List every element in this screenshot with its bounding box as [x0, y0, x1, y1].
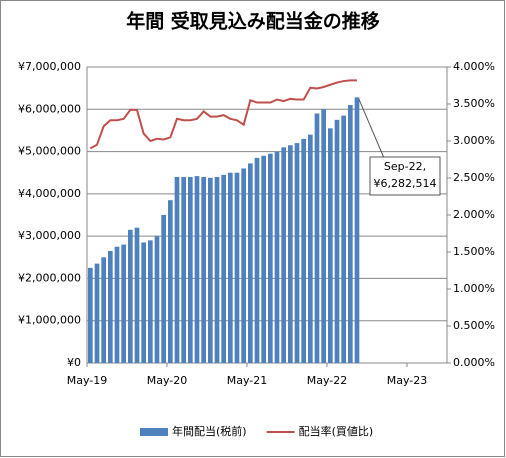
- y2-tick-label: 0.000%: [453, 356, 495, 369]
- y2-tick-label: 2.000%: [453, 208, 495, 221]
- annotation-leader: [358, 99, 385, 159]
- x-tick-label: May-23: [387, 374, 428, 387]
- bar: [161, 215, 166, 363]
- bar: [248, 163, 253, 363]
- x-tick-label: May-21: [227, 374, 268, 387]
- bar: [281, 147, 286, 363]
- bar: [321, 109, 326, 364]
- y-tick-label: ¥0: [67, 356, 81, 369]
- x-tick-label: May-22: [307, 374, 348, 387]
- bar: [94, 263, 100, 363]
- bar: [114, 246, 120, 363]
- bar: [154, 236, 160, 363]
- legend-swatch: [140, 428, 168, 436]
- bar: [334, 119, 340, 363]
- bar: [294, 143, 300, 363]
- bar: [308, 134, 313, 363]
- x-tick-label: May-20: [147, 374, 188, 387]
- bar: [288, 145, 293, 363]
- bar: [354, 97, 360, 363]
- bar: [214, 176, 220, 363]
- annotation-text: ¥6,282,514: [374, 177, 437, 190]
- bar: [121, 244, 126, 363]
- y-tick-label: ¥5,000,000: [18, 145, 81, 158]
- y2-tick-label: 4.000%: [453, 60, 495, 73]
- y2-tick-label: 2.500%: [453, 171, 495, 184]
- y2-tick-label: 0.500%: [453, 319, 495, 332]
- bar: [88, 267, 93, 363]
- y2-tick-label: 3.000%: [453, 134, 495, 147]
- legend-label: 配当率(買値比): [299, 424, 374, 438]
- y-tick-label: ¥1,000,000: [18, 314, 81, 327]
- y-tick-label: ¥3,000,000: [18, 229, 81, 242]
- bar: [128, 229, 133, 363]
- bar: [221, 174, 226, 363]
- bar: [234, 172, 240, 363]
- bar: [134, 227, 140, 363]
- y-tick-label: ¥4,000,000: [18, 187, 81, 200]
- bar: [341, 115, 346, 363]
- bar: [261, 155, 266, 363]
- bar: [314, 113, 320, 363]
- bar: [168, 200, 173, 363]
- y2-tick-label: 1.500%: [453, 245, 495, 258]
- bar: [141, 242, 146, 363]
- y-tick-label: ¥6,000,000: [18, 102, 81, 115]
- bar: [328, 128, 333, 363]
- annotation-text: Sep-22,: [384, 160, 426, 173]
- y2-tick-label: 3.500%: [453, 97, 495, 110]
- bar: [348, 105, 353, 364]
- bar: [188, 176, 193, 363]
- chart-title: 年間 受取見込み配当金の推移: [126, 10, 380, 33]
- bar: [268, 153, 273, 363]
- annotation-box: [369, 156, 441, 196]
- bar: [181, 176, 186, 363]
- bar: [274, 151, 280, 363]
- x-tick-label: May-19: [67, 374, 108, 387]
- bar: [228, 172, 233, 363]
- bar: [148, 240, 153, 363]
- y2-tick-label: 1.000%: [453, 282, 495, 295]
- bar: [101, 257, 106, 363]
- bar: [241, 168, 246, 363]
- bar: [208, 177, 213, 363]
- y-tick-label: ¥7,000,000: [18, 60, 81, 73]
- line: [89, 79, 357, 150]
- bar: [201, 176, 206, 363]
- bar: [301, 138, 306, 363]
- bar: [254, 157, 260, 363]
- legend-label: 年間配当(税前): [172, 424, 247, 438]
- bar: [174, 176, 180, 363]
- y-tick-label: ¥2,000,000: [18, 271, 81, 284]
- bar: [194, 176, 200, 363]
- bar: [108, 250, 113, 363]
